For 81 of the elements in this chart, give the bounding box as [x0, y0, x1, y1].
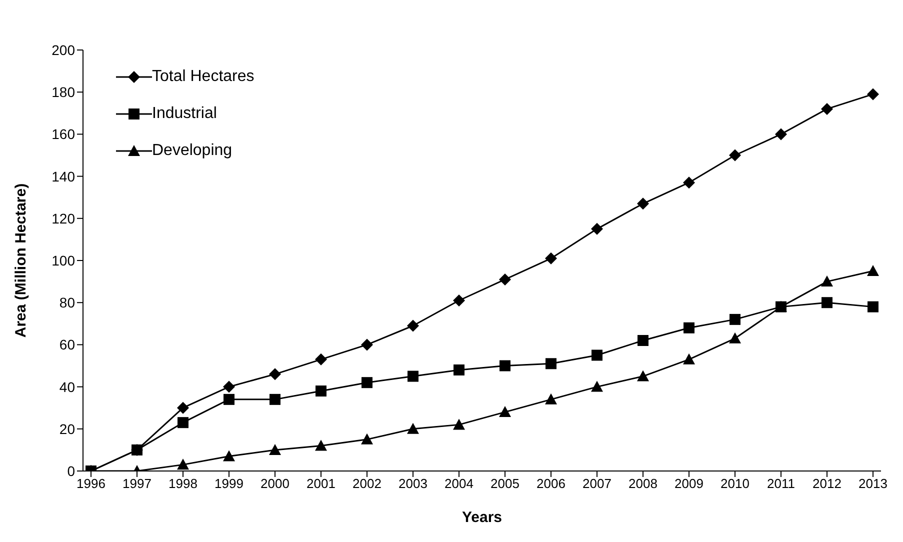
point: [637, 370, 649, 382]
legend-label: Total Hectares: [152, 68, 254, 86]
y-tick-label: 140: [52, 168, 76, 184]
point: [638, 334, 648, 346]
point: [407, 320, 419, 332]
y-tick-label: 100: [52, 252, 76, 268]
x-tick-label: 2006: [536, 476, 566, 492]
y-tick-label: 0: [67, 462, 76, 479]
x-tick-label: 2012: [812, 476, 842, 492]
y-tick-label: 120: [52, 210, 76, 226]
y-tick-label: 160: [52, 126, 76, 142]
x-tick-label: 2002: [352, 476, 382, 492]
point: [132, 444, 142, 456]
x-tick-label: 2004: [444, 476, 474, 492]
point: [224, 394, 234, 405]
point: [316, 386, 326, 397]
x-tick-label: 2009: [674, 476, 704, 492]
x-axis-title: Years: [462, 509, 502, 526]
x-tick-label: 1999: [214, 476, 244, 492]
x-tick-label: 1996: [76, 476, 106, 492]
x-tick-label: 2011: [767, 476, 795, 492]
point: [546, 358, 556, 370]
point: [269, 368, 281, 380]
x-tick-label: 1998: [168, 476, 198, 492]
x-tick-label: 1997: [122, 476, 152, 492]
y-tick-label: 200: [52, 42, 76, 58]
point: [868, 301, 878, 312]
point: [453, 294, 465, 306]
x-tick-label: 2007: [582, 476, 612, 492]
point: [867, 265, 879, 276]
point: [408, 370, 418, 382]
x-tick-label: 2005: [490, 476, 520, 492]
x-tick-label: 2010: [720, 476, 750, 492]
point: [775, 128, 787, 140]
point: [821, 102, 833, 115]
point: [821, 276, 833, 287]
legend-label: Developing: [152, 142, 232, 160]
point: [270, 394, 280, 405]
point: [407, 422, 419, 434]
x-tick-label: 2001: [306, 476, 336, 492]
point: [315, 440, 327, 451]
point: [684, 322, 694, 334]
x-tick-label: 2013: [858, 476, 888, 492]
point: [683, 353, 695, 364]
point: [223, 380, 235, 393]
x-tick-label: 2000: [260, 476, 290, 492]
point: [637, 198, 649, 210]
point: [729, 149, 741, 162]
point: [591, 222, 603, 235]
point: [729, 332, 741, 344]
point: [683, 176, 695, 189]
point: [499, 273, 511, 286]
point: [177, 402, 189, 414]
y-tick-label: 40: [59, 378, 76, 395]
point: [361, 338, 373, 351]
y-tick-label: 20: [59, 420, 76, 437]
point: [223, 450, 235, 462]
point: [499, 406, 511, 418]
point: [591, 380, 603, 392]
x-tick-label: 2008: [628, 476, 658, 492]
point: [315, 353, 327, 366]
point: [545, 393, 557, 404]
x-tick-label: 2003: [398, 476, 428, 492]
point: [269, 444, 281, 455]
y-tick-label: 80: [59, 294, 76, 311]
point: [730, 314, 740, 325]
point: [453, 418, 465, 430]
point: [362, 377, 372, 388]
point: [178, 417, 188, 428]
point: [822, 297, 832, 308]
y-axis-title: Area (Million Hectare): [12, 183, 30, 338]
point: [867, 88, 879, 100]
point: [500, 360, 510, 372]
y-tick-label: 60: [59, 336, 76, 353]
point: [545, 252, 557, 264]
y-tick-label: 180: [52, 84, 76, 100]
point: [592, 350, 602, 361]
point: [177, 458, 189, 470]
legend-label: Industrial: [152, 104, 217, 122]
point: [361, 433, 373, 444]
point: [454, 364, 464, 376]
